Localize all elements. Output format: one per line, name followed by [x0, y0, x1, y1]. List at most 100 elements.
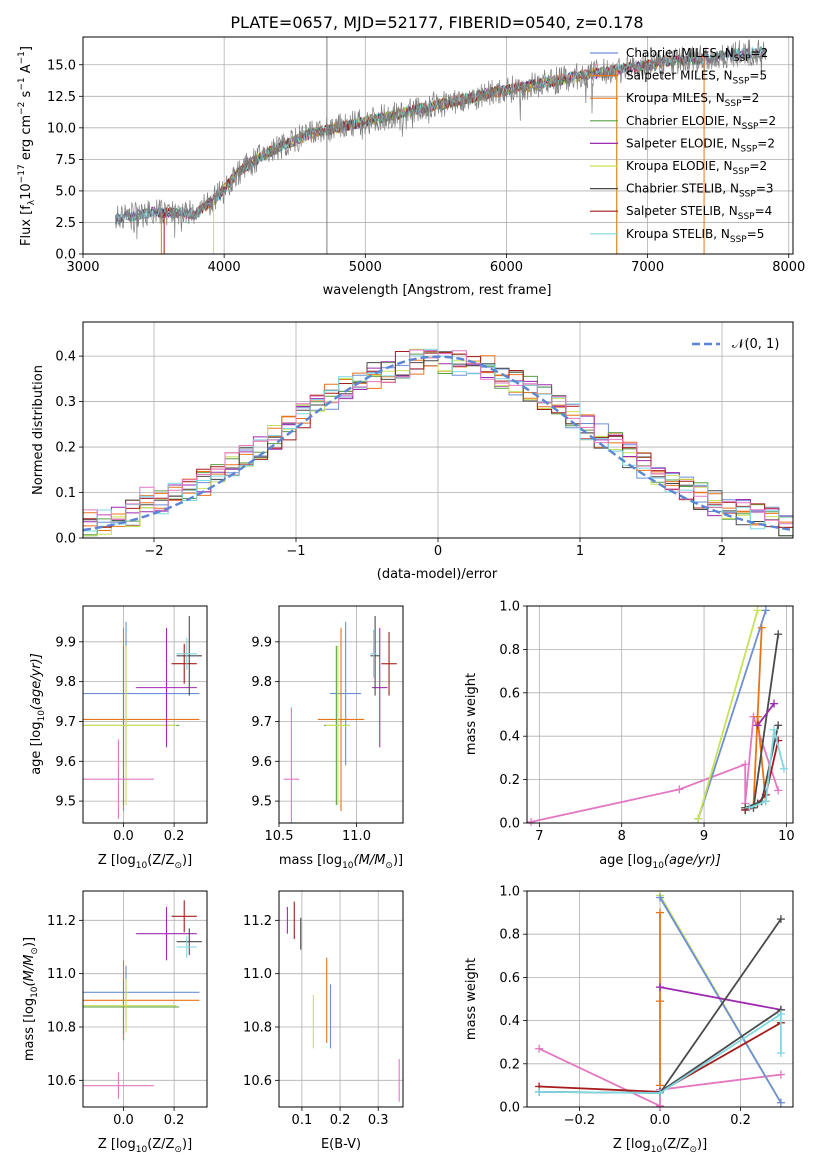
y-tick-label: 0.4 — [499, 730, 520, 745]
label-part: ⊙ — [689, 1145, 697, 1155]
axes-frame — [82, 605, 208, 824]
y-tick-label: 11.0 — [243, 967, 272, 982]
label-part: 10 — [342, 861, 354, 871]
mass-age-panel: 10.5 11.0 9.5 9.6 9.7 9.8 9.9 mass [log10(M/M⊙)… — [251, 605, 404, 871]
y-tick-label: 0.2 — [499, 773, 520, 788]
y-tick-label: 0.4 — [55, 350, 76, 365]
y-tick-label: 9.7 — [251, 715, 272, 730]
label-part: Kroupa MILES, — [626, 91, 716, 105]
legend-entry: Chabrier MILES, NSSP=2 — [626, 46, 768, 64]
label-part: mass [log — [22, 998, 37, 1061]
label-part: N — [721, 227, 730, 241]
x-tick-label: 2 — [718, 544, 726, 559]
y-axis-label: Flux [fλ10−17 erg cm−2 s−1 A−1] — [17, 46, 37, 246]
y-axis-label: mass weight — [464, 673, 479, 755]
label-part: A — [19, 64, 34, 77]
label-part: −2 — [17, 102, 27, 115]
label-part: N — [730, 182, 739, 196]
y-tick-label: 9.5 — [55, 795, 76, 810]
axes-frame — [82, 36, 794, 255]
figure-title: PLATE=0657, MJD=52177, FIBERID=0540, z=0… — [230, 13, 643, 32]
label-part: Flux [f — [19, 205, 34, 246]
x-tick-label: 9 — [700, 829, 708, 844]
legend-entry: Salpeter MILES, NSSP=5 — [626, 69, 767, 87]
y-tick-label: 0.0 — [499, 1101, 520, 1116]
x-tick-label: 0.2 — [730, 1113, 751, 1128]
legend-entry: 𝒩(0, 1) — [732, 337, 779, 352]
axes-frame — [82, 321, 794, 539]
label-part: )] — [182, 1137, 192, 1152]
label-part: ] — [19, 46, 34, 51]
x-tick-label: 11.0 — [342, 829, 371, 844]
z-age-panel: 0.0 0.29.59.69.79.89.9Z [log10(Z/Z⊙)]age … — [29, 605, 208, 871]
plot-area — [83, 348, 793, 538]
label-part: SSP — [733, 167, 750, 177]
label-part: SSP — [738, 212, 755, 222]
label-part: 10 — [19, 183, 34, 200]
x-tick-label: −2 — [144, 544, 163, 559]
label-part: N — [731, 136, 740, 150]
x-axis-label: mass [log10(M/M⊙)] — [279, 853, 403, 871]
label-part: SSP — [730, 235, 747, 245]
label-part: N — [733, 114, 742, 128]
label-part: 10 — [37, 710, 47, 722]
plot-area — [83, 615, 202, 820]
label-part: −1 — [17, 51, 27, 64]
y-tick-label: 7.5 — [55, 153, 76, 168]
legend-entry: Kroupa ELODIE, NSSP=2 — [626, 159, 767, 177]
residual-panel: −2 −1 0 1 2 0.0 0.1 0.2 0.3 0.4 (data-model)/error… — [31, 321, 794, 582]
weight-series — [659, 1009, 782, 1093]
label-part: −17 — [17, 164, 27, 183]
x-axis-label: (data-model)/error — [377, 567, 498, 582]
label-part: )] — [22, 937, 37, 947]
label-part: (M/M — [22, 955, 37, 987]
model-spectrum — [160, 54, 705, 219]
label-part: Kroupa STELIB, — [626, 227, 721, 241]
label-part: )] — [697, 1137, 707, 1152]
label-part: =3 — [756, 182, 774, 196]
y-axis-label: age [log10(age/yr)] — [29, 653, 47, 775]
label-part: N — [725, 46, 734, 60]
label-part: =2 — [742, 91, 760, 105]
label-part: ⊙ — [174, 1145, 182, 1155]
legend-entry: Salpeter STELIB, NSSP=4 — [626, 204, 772, 222]
x-tick-label: 10 — [778, 829, 795, 844]
label-part: SSP — [734, 54, 751, 64]
y-tick-label: 11.2 — [47, 914, 76, 929]
label-part: 10 — [30, 986, 40, 998]
label-part: (age/yr)] — [664, 853, 721, 868]
y-tick-label: 1.0 — [499, 885, 520, 900]
label-part: 10 — [136, 1145, 148, 1155]
weight-series — [530, 716, 780, 823]
x-tick-label: −1 — [286, 544, 305, 559]
axes-frame — [82, 890, 208, 1108]
y-axis-label: mass weight — [464, 958, 479, 1040]
y-tick-label: 0.0 — [55, 532, 76, 547]
label-part: (M/M — [354, 853, 386, 868]
label-part: SSP — [739, 190, 756, 200]
x-axis-label: wavelength [Angstrom, rest frame] — [323, 283, 552, 298]
y-tick-label: 9.6 — [55, 755, 76, 770]
label-part: =2 — [758, 114, 776, 128]
x-axis-label: Z [log10(Z/Z⊙)] — [98, 853, 192, 871]
label-part: λ — [27, 199, 37, 205]
label-part: Chabrier ELODIE, — [626, 114, 733, 128]
label-part: Kroupa ELODIE, — [626, 159, 724, 173]
x-tick-label: 8 — [618, 829, 626, 844]
x-axis-label: Z [log10(Z/Z⊙)] — [98, 1137, 192, 1155]
y-tick-label: 10.8 — [243, 1021, 272, 1036]
x-tick-label: 0.0 — [113, 1113, 134, 1128]
x-tick-label: 10.5 — [265, 829, 294, 844]
y-tick-label: 10.6 — [47, 1074, 76, 1089]
label-part: =2 — [751, 46, 769, 60]
label-part: ⊙ — [30, 947, 40, 955]
y-tick-label: 10.6 — [243, 1074, 272, 1089]
label-part: (age/yr)] — [29, 653, 44, 710]
label-part: N — [716, 91, 725, 105]
label-part: )] — [393, 853, 403, 868]
y-tick-label: 9.8 — [251, 675, 272, 690]
y-tick-label: 0.6 — [499, 686, 520, 701]
x-tick-label: 1 — [576, 544, 584, 559]
label-part: s — [19, 90, 34, 101]
